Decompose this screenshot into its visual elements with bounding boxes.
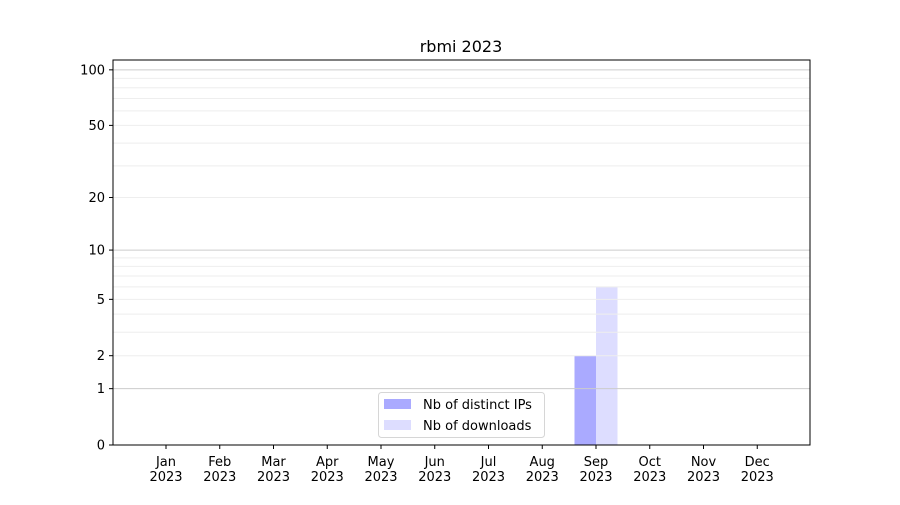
x-tick-label: Nov 2023 [687,455,720,485]
y-tick-label: 1 [97,382,105,397]
y-tick-label: 50 [88,119,105,134]
x-tick-label: Apr 2023 [311,455,344,485]
legend-swatch [384,399,411,409]
y-tick-label: 20 [88,191,105,206]
x-tick-label: Sep 2023 [579,455,612,485]
x-tick-label: Feb 2023 [203,455,236,485]
legend-box [378,392,545,438]
x-tick-label: Jan 2023 [149,455,182,485]
y-tick-label: 5 [97,293,105,308]
plot-frame [112,59,811,446]
bar [574,355,596,445]
x-tick-label: Oct 2023 [633,455,666,485]
y-tick-label: 10 [88,244,105,259]
x-tick-label: Aug 2023 [526,455,559,485]
legend-label: Nb of distinct IPs [423,398,532,413]
x-tick-label: Mar 2023 [257,455,290,485]
legend-swatch [384,420,411,430]
legend-label: Nb of downloads [423,419,532,434]
y-tick-label: 2 [97,349,105,364]
y-tick-label: 100 [80,63,105,78]
y-tick-label: 0 [97,439,105,454]
x-tick-label: Jun 2023 [418,455,451,485]
x-tick-label: May 2023 [364,455,397,485]
x-tick-label: Dec 2023 [741,455,774,485]
x-tick-label: Jul 2023 [472,455,505,485]
chart-title: rbmi 2023 [420,37,503,56]
bar [596,286,618,445]
